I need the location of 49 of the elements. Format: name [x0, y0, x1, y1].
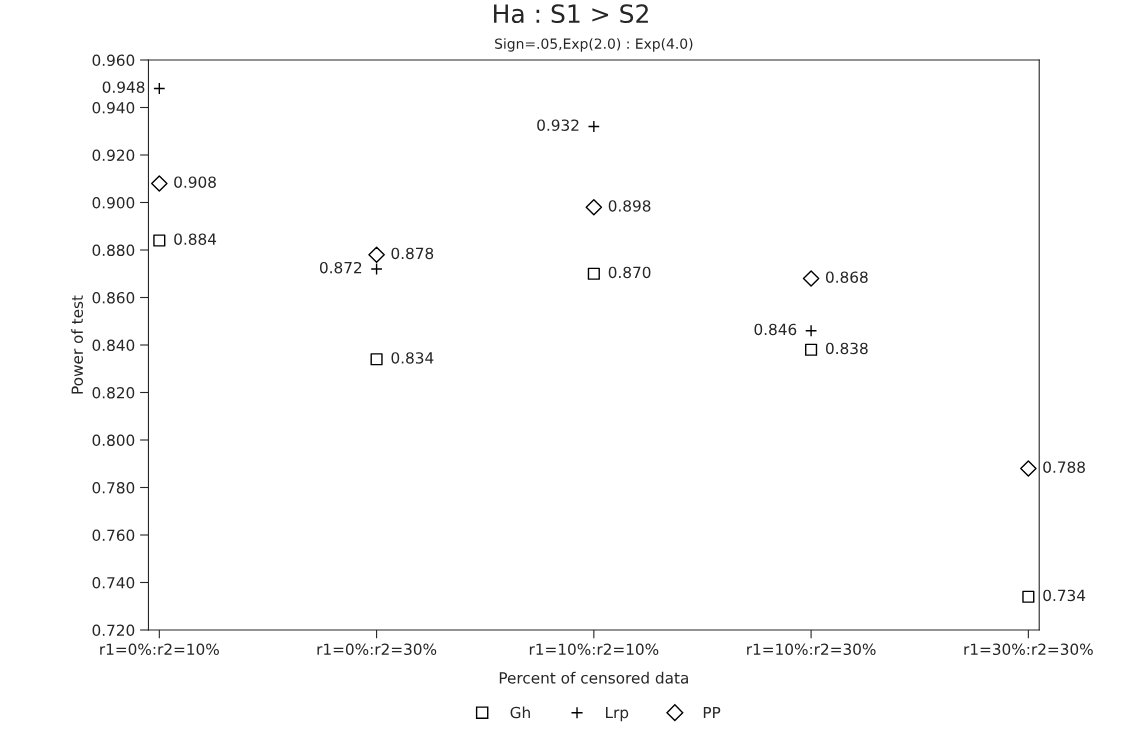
- legend-label: PP: [703, 706, 721, 719]
- x-tick-label: r1=0%:r2=30%: [317, 643, 437, 656]
- x-axis-title: Percent of censored data: [499, 671, 688, 684]
- point: [805, 343, 818, 356]
- data-label: 0.870: [608, 266, 651, 279]
- y-tick-label: 0.900: [92, 196, 135, 209]
- y-tick-label: 0.760: [92, 529, 135, 542]
- data-label: 0.788: [1043, 461, 1085, 473]
- y-tick-label: 0.820: [92, 386, 135, 399]
- y-tick-label: 0.740: [92, 576, 135, 589]
- data-label: 0.878: [391, 247, 434, 260]
- point: [1020, 460, 1037, 477]
- point: [1022, 590, 1035, 603]
- x-tick-label: r1=10%:r2=10%: [529, 643, 659, 656]
- chart-title: Ha : S1 > S2: [494, 4, 648, 24]
- point: [587, 267, 600, 280]
- data-label: 0.868: [825, 271, 868, 283]
- data-label: 0.838: [825, 342, 868, 355]
- y-tick-label: 0.920: [92, 149, 135, 162]
- y-axis-title: Power of test: [71, 295, 84, 394]
- x-tick-label: r1=0%:r2=10%: [100, 643, 219, 656]
- data-label: 0.948: [102, 81, 145, 93]
- data-label: 0.932: [537, 119, 579, 131]
- chart-subtitle: Sign=.05,Exp(2.0) : Exp(4.0): [495, 38, 693, 52]
- point: [368, 246, 385, 264]
- y-tick-label: 0.720: [92, 624, 135, 637]
- legend-label: Lrp: [606, 706, 629, 722]
- point: [370, 353, 383, 366]
- x-tick-label: r1=10%:r2=30%: [747, 643, 876, 656]
- point: [802, 270, 820, 287]
- x-tick-label: r1=30%:r2=30%: [964, 643, 1093, 656]
- legend-label: Gh: [510, 706, 530, 719]
- y-tick-label: 0.960: [92, 54, 135, 67]
- y-tick-label: 0.860: [92, 291, 135, 304]
- data-label: 0.884: [174, 233, 217, 245]
- point: [153, 234, 166, 247]
- point: [151, 175, 168, 192]
- data-label: 0.734: [1043, 589, 1086, 602]
- y-tick-label: 0.940: [92, 101, 135, 114]
- data-label: 0.834: [391, 352, 434, 364]
- data-label: 0.872: [319, 261, 362, 274]
- data-label: 0.908: [174, 176, 216, 188]
- y-tick-label: 0.800: [92, 434, 135, 447]
- data-label: 0.846: [754, 323, 797, 336]
- y-tick-label: 0.880: [92, 244, 135, 257]
- y-tick-label: 0.840: [92, 339, 135, 352]
- y-tick-label: 0.780: [92, 481, 135, 494]
- data-label: 0.898: [608, 200, 651, 212]
- point: [585, 198, 603, 216]
